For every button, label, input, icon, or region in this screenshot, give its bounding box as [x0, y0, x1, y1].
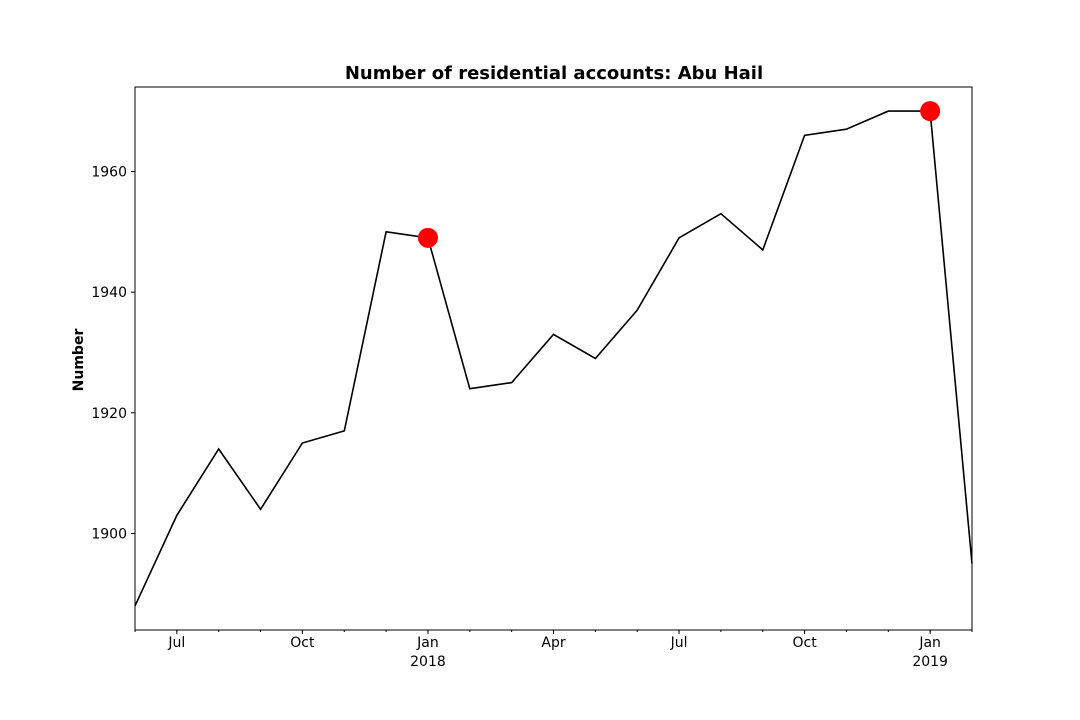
x-tick-label: Jan — [918, 635, 941, 651]
x-tick-label: Oct — [792, 635, 817, 651]
x-tick-year-label: 2019 — [912, 654, 948, 670]
y-tick-label: 1920 — [91, 406, 127, 422]
x-tick-label: Oct — [290, 635, 315, 651]
x-tick-label: Jul — [670, 635, 688, 651]
series-line — [134, 110, 973, 607]
y-axis-label: Number — [71, 329, 87, 392]
chart-title: Number of residential accounts: Abu Hail — [345, 63, 763, 84]
plot-frame — [134, 86, 973, 631]
x-tick-label: Jul — [167, 635, 185, 651]
x-tick-label: Apr — [541, 635, 565, 651]
highlight-marker — [417, 227, 438, 248]
y-tick-label: 1960 — [91, 164, 127, 180]
x-tick-label: Jan — [416, 635, 439, 651]
highlight-marker — [920, 101, 941, 122]
plot-area: 1900 1920 1940 1960 Jul Oct Jan 2018 Apr Jul Oct Ja… — [91, 101, 973, 670]
x-tick-year-label: 2018 — [410, 654, 446, 670]
y-tick-label: 1940 — [91, 285, 127, 301]
y-tick-label: 1900 — [91, 526, 127, 542]
